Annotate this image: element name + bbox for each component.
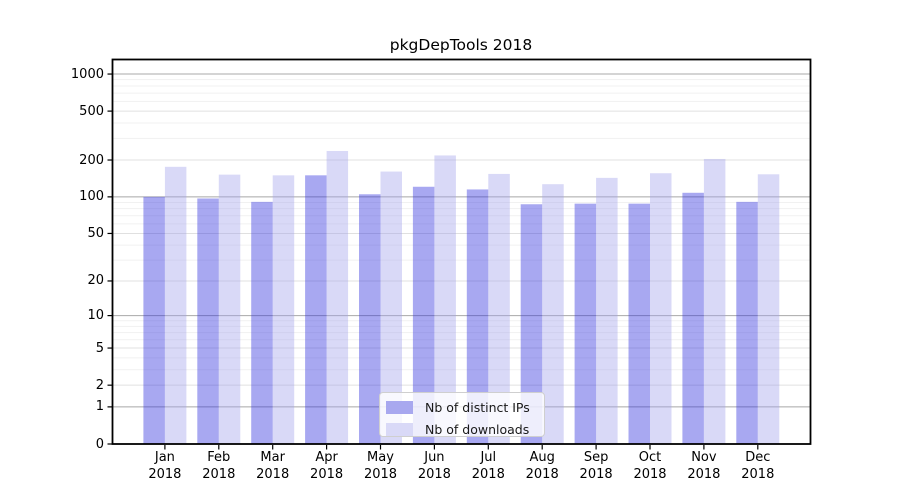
legend-swatch-downloads (386, 422, 413, 436)
plot-border (111, 58, 812, 445)
bar-distinct-ips-feb (197, 198, 219, 444)
bar-distinct-ips-apr (305, 175, 327, 444)
legend-item-distinct-ips: Nb of distinct IPs (386, 398, 544, 416)
bar-distinct-ips-jan (143, 196, 165, 444)
y-tick-label-100: 100 (79, 189, 104, 205)
y-tick-label-1: 1 (95, 399, 104, 415)
bar-downloads-jun (434, 155, 456, 445)
x-tick-label-jan: Jan 2018 (148, 450, 182, 482)
bar-downloads-jul (488, 173, 510, 444)
bar-downloads-oct (650, 173, 672, 444)
bar-distinct-ips-dec (736, 201, 758, 444)
x-tick-label-jul: Jul 2018 (471, 450, 505, 482)
y-tick-label-2: 2 (95, 377, 104, 393)
bar-downloads-dec (757, 174, 780, 445)
bar-downloads-sep (596, 177, 618, 444)
bar-distinct-ips-mar (251, 201, 273, 444)
bar-downloads-mar (272, 175, 295, 444)
y-tick-label-20: 20 (87, 273, 104, 289)
y-tick-label-10: 10 (87, 308, 104, 324)
x-tick-label-may: May 2018 (363, 450, 398, 482)
bar-downloads-may (380, 171, 402, 444)
x-tick-label-sep: Sep 2018 (579, 450, 613, 482)
bar-distinct-ips-may (359, 194, 381, 444)
x-tick-label-aug: Aug 2018 (525, 450, 559, 482)
bar-downloads-aug (542, 184, 564, 444)
x-tick-label-mar: Mar 2018 (256, 450, 290, 482)
y-tick-label-1000: 1000 (70, 66, 104, 82)
chart-title: pkgDepTools 2018 (389, 36, 533, 54)
x-tick-label-feb: Feb 2018 (202, 450, 236, 482)
x-tick-label-apr: Apr 2018 (310, 450, 344, 482)
y-tick-label-50: 50 (87, 225, 104, 241)
bar-downloads-apr (326, 150, 349, 444)
bar-distinct-ips-sep (574, 203, 597, 444)
bar-distinct-ips-nov (682, 192, 704, 444)
legend-label-downloads: Nb of downloads (425, 421, 530, 437)
x-tick-label-dec: Dec 2018 (741, 450, 775, 482)
bar-distinct-ips-oct (628, 203, 650, 444)
y-tick-label-200: 200 (79, 152, 104, 168)
bar-downloads-nov (703, 158, 726, 444)
x-tick-label-oct: Oct 2018 (633, 450, 667, 482)
legend-swatch-distinct-ips (386, 400, 413, 414)
bar-distinct-ips-aug (520, 204, 543, 444)
x-tick-label-jun: Jun 2018 (417, 450, 451, 482)
legend: Nb of distinct IPs Nb of downloads (379, 392, 545, 437)
bar-distinct-ips-jul (466, 189, 489, 444)
legend-label-distinct-ips: Nb of distinct IPs (425, 399, 530, 415)
x-tick-label-nov: Nov 2018 (687, 450, 721, 482)
legend-item-downloads: Nb of downloads (386, 420, 544, 438)
y-tick-label-0: 0 (95, 436, 104, 452)
y-tick-label-5: 5 (95, 340, 104, 356)
y-tick-label-500: 500 (79, 103, 104, 119)
bar-downloads-jan (164, 166, 187, 444)
bar-distinct-ips-jun (412, 186, 435, 444)
bar-downloads-feb (218, 174, 241, 444)
